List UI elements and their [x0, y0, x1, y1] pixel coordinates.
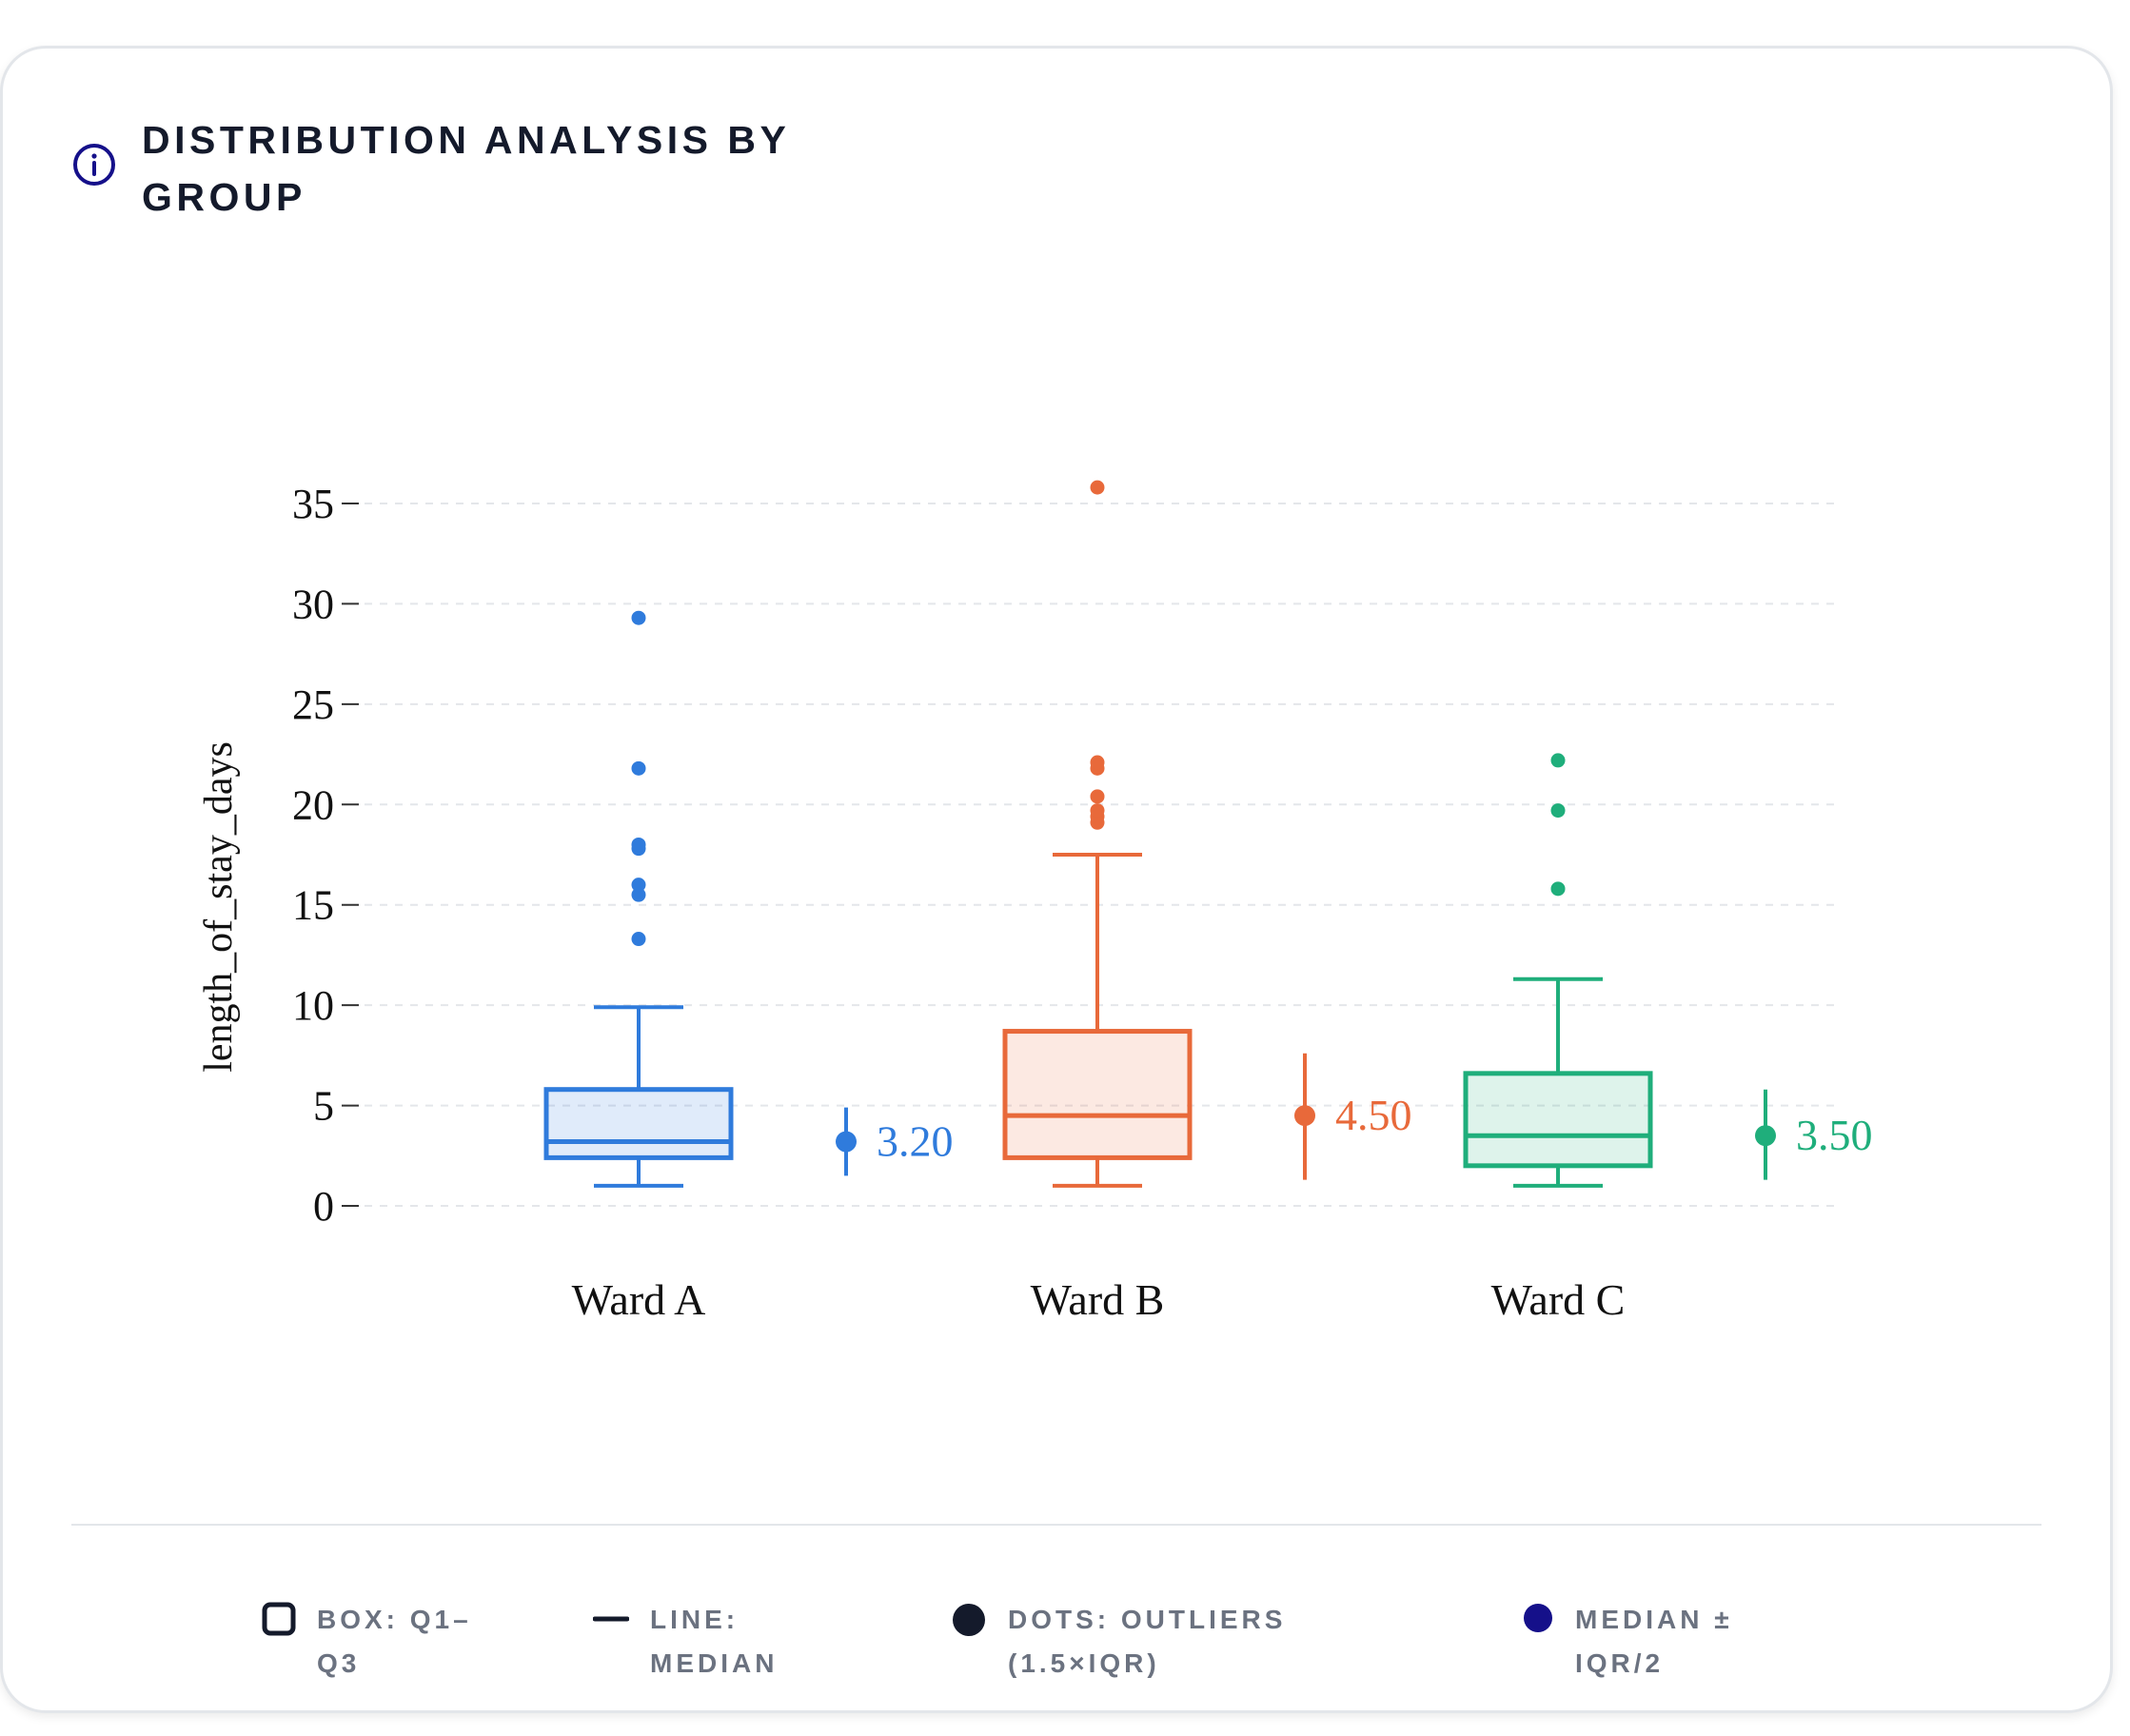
outlier-point	[1090, 803, 1105, 819]
legend-item-box: BOX: Q1–Q3	[262, 1598, 488, 1686]
line-swatch-icon	[593, 1616, 629, 1622]
legend-item-dots: DOTS: OUTLIERS (1.5×IQR)	[951, 1598, 1322, 1686]
outlier-point	[1090, 480, 1105, 495]
legend-label-median: MEDIAN ± IQR/2	[1575, 1605, 1733, 1678]
y-tick-label: 25	[292, 681, 334, 728]
legend-item-median: MEDIAN ± IQR/2	[1522, 1598, 1785, 1686]
median-marker	[1294, 1105, 1315, 1127]
legend-item-line: LINE: MEDIAN	[593, 1598, 821, 1686]
y-tick-label: 5	[313, 1083, 334, 1130]
x-category-label: Ward B	[1031, 1275, 1165, 1324]
chart-card: DISTRIBUTION ANALYSIS BY GROUP 0 5 10 15 20 2…	[0, 46, 2113, 1713]
outlier-point	[631, 878, 646, 893]
iqr-box	[1002, 1029, 1193, 1160]
grid-layer	[365, 503, 1835, 1207]
info-icon[interactable]	[71, 142, 117, 187]
outlier-point	[1550, 803, 1566, 819]
plot-layer: 3.20 Ward A 4.50 Ward B 3.50 Ward C	[543, 480, 1873, 1324]
box-group: 4.50	[1002, 480, 1412, 1188]
outlier-point	[1550, 753, 1566, 768]
y-axis: 0 5 10 15 20 25 30 35	[292, 481, 359, 1230]
outlier-point	[631, 837, 646, 852]
median-value-label: 4.50	[1335, 1091, 1412, 1139]
legend-divider	[71, 1524, 2041, 1526]
legend-label-dots: DOTS: OUTLIERS (1.5×IQR)	[1008, 1605, 1287, 1678]
legend-label-box: BOX: Q1–Q3	[317, 1605, 472, 1678]
x-category-label: Ward C	[1491, 1275, 1626, 1324]
outlier-point	[631, 887, 646, 902]
card-header: DISTRIBUTION ANALYSIS BY GROUP	[71, 111, 865, 226]
box-group: 3.50	[1463, 753, 1873, 1188]
y-tick-label: 10	[292, 982, 334, 1029]
median-dot-swatch-icon	[1524, 1604, 1552, 1632]
dot-swatch-icon	[953, 1604, 985, 1636]
outlier-point	[1090, 789, 1105, 804]
y-axis-label: length_of_stay_days	[197, 741, 241, 1073]
box-plot-chart: 0 5 10 15 20 25 30 35 3.20 Ward A 4.50 Ward B 3.50 W…	[197, 480, 1873, 1324]
y-tick-label: 0	[313, 1183, 334, 1230]
median-value-label: 3.20	[877, 1117, 954, 1166]
y-tick-label: 30	[292, 581, 334, 627]
iqr-box	[1463, 1071, 1653, 1169]
outlier-point	[1550, 881, 1566, 897]
median-marker	[1755, 1125, 1776, 1147]
y-tick-label: 35	[292, 481, 334, 527]
outlier-point	[631, 760, 646, 776]
outlier-point	[631, 932, 646, 947]
y-tick-label: 15	[292, 882, 334, 929]
outlier-point	[631, 610, 646, 625]
iqr-box	[543, 1087, 734, 1160]
median-marker	[836, 1131, 857, 1153]
box-swatch-icon	[262, 1602, 296, 1636]
median-value-label: 3.50	[1796, 1111, 1873, 1159]
outlier-point	[1090, 755, 1105, 770]
chart-title: DISTRIBUTION ANALYSIS BY GROUP	[142, 118, 790, 219]
y-tick-label: 20	[292, 781, 334, 828]
box-group: 3.20	[543, 610, 954, 1188]
legend-label-line: LINE: MEDIAN	[650, 1605, 779, 1678]
x-category-label: Ward A	[572, 1275, 706, 1324]
